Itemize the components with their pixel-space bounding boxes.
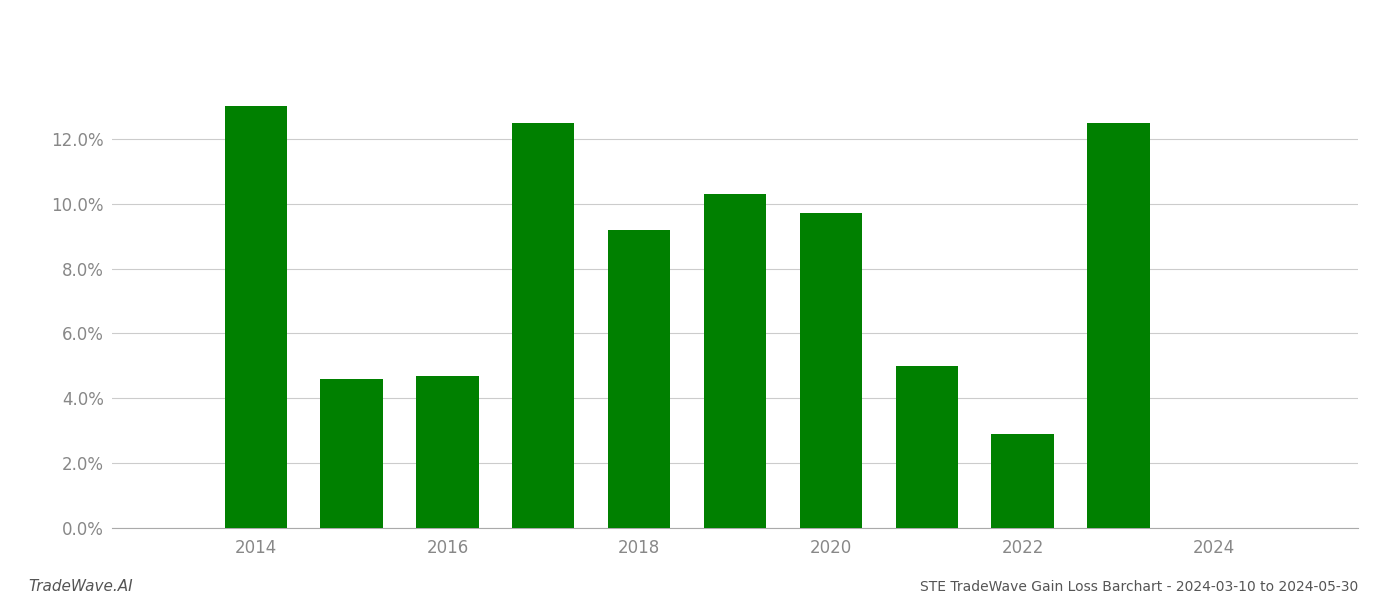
Bar <box>896 366 958 528</box>
Bar <box>608 230 671 528</box>
Bar <box>416 376 479 528</box>
Bar <box>1088 122 1149 528</box>
Bar <box>224 106 287 528</box>
Text: STE TradeWave Gain Loss Barchart - 2024-03-10 to 2024-05-30: STE TradeWave Gain Loss Barchart - 2024-… <box>920 580 1358 594</box>
Bar <box>512 122 574 528</box>
Text: TradeWave.AI: TradeWave.AI <box>28 579 133 594</box>
Bar <box>991 434 1054 528</box>
Bar <box>321 379 382 528</box>
Bar <box>799 214 862 528</box>
Bar <box>704 194 766 528</box>
